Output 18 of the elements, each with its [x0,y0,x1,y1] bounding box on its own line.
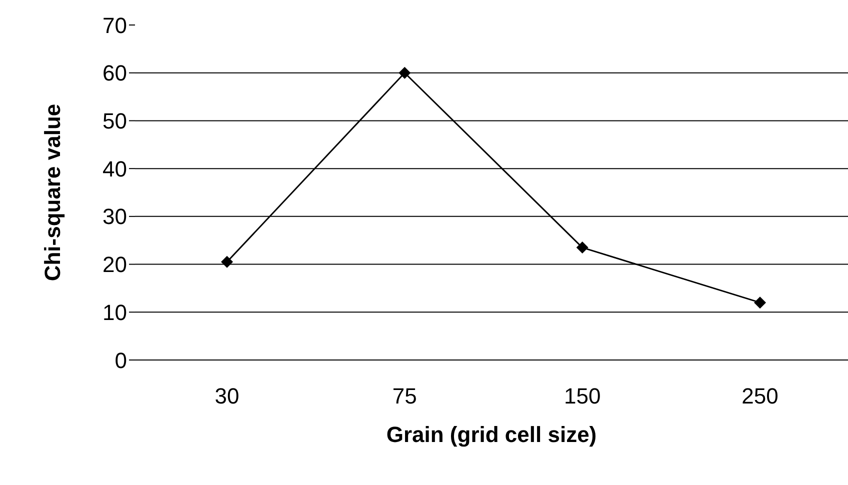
y-tick-label: 50 [102,108,127,134]
x-tick-label: 250 [742,384,778,409]
y-axis-title: Chi-square value [40,104,65,282]
y-tick-label: 20 [102,252,127,278]
point [576,242,588,254]
x-tick-label: 75 [392,384,417,409]
y-tick-label: 30 [102,204,127,230]
point [221,256,233,268]
y-tick-label: 70 [102,12,127,38]
y-tick-label: 0 [114,348,127,373]
point [398,66,411,79]
point [754,296,766,309]
x-tick-label: 150 [564,384,601,409]
y-tick-label: 40 [102,156,127,182]
x-axis-title: Grain (grid cell size) [386,422,597,447]
x-tick-label: 30 [214,384,240,409]
y-tick-label: 10 [102,300,127,325]
y-tick-label: 60 [102,60,127,86]
